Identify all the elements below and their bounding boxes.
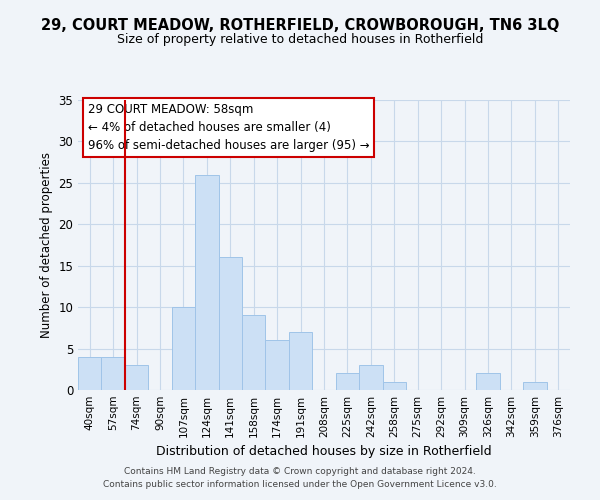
- Y-axis label: Number of detached properties: Number of detached properties: [40, 152, 53, 338]
- Bar: [476, 374, 500, 390]
- Bar: [195, 174, 218, 390]
- X-axis label: Distribution of detached houses by size in Rotherfield: Distribution of detached houses by size …: [156, 446, 492, 458]
- Bar: [383, 382, 406, 390]
- Bar: [523, 382, 547, 390]
- Text: 29, COURT MEADOW, ROTHERFIELD, CROWBOROUGH, TN6 3LQ: 29, COURT MEADOW, ROTHERFIELD, CROWBOROU…: [41, 18, 559, 32]
- Bar: [242, 316, 265, 390]
- Bar: [218, 258, 242, 390]
- Bar: [125, 365, 148, 390]
- Text: Contains HM Land Registry data © Crown copyright and database right 2024.: Contains HM Land Registry data © Crown c…: [124, 467, 476, 476]
- Bar: [336, 374, 359, 390]
- Bar: [289, 332, 312, 390]
- Bar: [265, 340, 289, 390]
- Text: 29 COURT MEADOW: 58sqm
← 4% of detached houses are smaller (4)
96% of semi-detac: 29 COURT MEADOW: 58sqm ← 4% of detached …: [88, 103, 370, 152]
- Bar: [172, 307, 195, 390]
- Text: Contains public sector information licensed under the Open Government Licence v3: Contains public sector information licen…: [103, 480, 497, 489]
- Text: Size of property relative to detached houses in Rotherfield: Size of property relative to detached ho…: [117, 32, 483, 46]
- Bar: [78, 357, 101, 390]
- Bar: [359, 365, 383, 390]
- Bar: [101, 357, 125, 390]
